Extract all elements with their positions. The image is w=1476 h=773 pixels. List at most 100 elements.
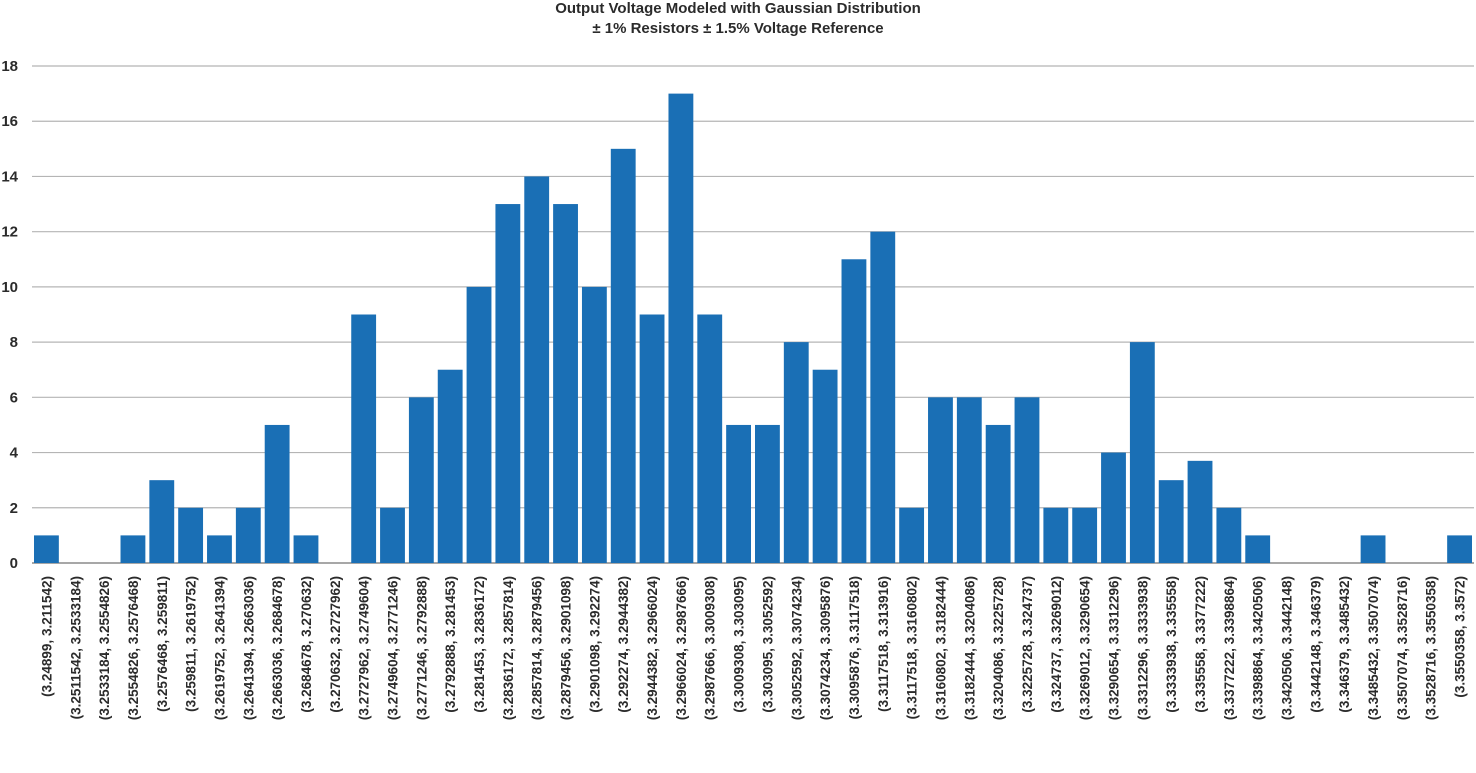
x-tick-label: (3.2792888, 3.281453) — [443, 576, 458, 713]
y-tick-label: 4 — [10, 445, 19, 462]
bar — [1245, 535, 1271, 563]
bar — [697, 314, 723, 563]
bar — [841, 259, 867, 563]
bar — [1101, 452, 1126, 563]
x-tick-label: (3.292274, 3.2944382) — [616, 576, 631, 713]
bar — [553, 204, 578, 564]
x-tick-label: (3.3507074, 3.3528716) — [1395, 576, 1410, 720]
bar — [207, 535, 232, 563]
y-tick-label: 10 — [1, 279, 18, 296]
x-tick-label: (3.2511542, 3.2533184) — [68, 576, 83, 719]
x-tick-label: (3.2944382, 3.2966024) — [645, 576, 660, 720]
y-tick-label: 8 — [10, 334, 18, 351]
x-tick-label: (3.3204086, 3.3225728) — [991, 576, 1006, 720]
x-tick-label: (3.2987666, 3.3009308) — [703, 576, 718, 720]
bar — [1129, 342, 1155, 563]
x-tick-label: (3.3312296, 3.3333938) — [1135, 576, 1150, 720]
x-tick-label: (3.3528716, 3.3550358) — [1424, 576, 1439, 720]
bar — [928, 397, 953, 563]
x-tick-label: (3.3009308, 3.303095) — [732, 576, 747, 713]
bar — [293, 535, 319, 563]
x-tick-label: (3.3095876, 3.3117518) — [847, 576, 862, 719]
x-tick-label: (3.3182444, 3.3204086) — [962, 576, 977, 720]
bar — [812, 369, 838, 563]
x-tick-label: (3.324737, 3.3269012) — [1049, 576, 1064, 713]
y-tick-label: 12 — [1, 224, 18, 241]
x-tick-label: (3.3377222, 3.3398864) — [1222, 576, 1237, 720]
bar — [1187, 460, 1213, 563]
bar — [524, 176, 550, 563]
x-tick-label: (3.3398864, 3.3420506) — [1251, 576, 1266, 720]
x-tick-label: (3.3290654, 3.3312296) — [1107, 576, 1122, 720]
bar — [985, 424, 1011, 563]
bar — [1158, 480, 1184, 563]
y-tick-label: 0 — [10, 555, 18, 572]
x-tick-label: (3.24899, 3.211542) — [39, 576, 54, 697]
bar — [956, 397, 982, 563]
x-tick-label: (3.2879456, 3.2901098) — [559, 576, 574, 720]
x-axis-ticks: (3.24899, 3.211542) (3.2511542, 3.2533184… — [39, 576, 1467, 720]
x-tick-label: (3.3442148, 3.346379) — [1308, 576, 1323, 713]
bar — [1216, 507, 1242, 563]
bar — [610, 148, 636, 564]
x-tick-label: (3.2663036, 3.2684678) — [270, 576, 285, 720]
y-tick-label: 6 — [10, 389, 18, 406]
bars — [34, 93, 1472, 564]
x-tick-label: (3.2727962, 3.2749604) — [357, 576, 372, 720]
x-tick-label: (3.335558, 3.3377222) — [1193, 576, 1208, 713]
x-tick-label: (3.2836172, 3.2857814) — [501, 576, 516, 720]
x-tick-label: (3.3074234, 3.3095876) — [818, 576, 833, 720]
y-axis-ticks: 0 2 4 6 8 10 12 14 16 18 — [1, 58, 18, 572]
x-tick-label: (3.2771246, 3.2792888) — [414, 576, 429, 720]
y-tick-label: 16 — [1, 113, 18, 130]
bar — [34, 535, 59, 563]
bar — [1043, 507, 1069, 563]
x-tick-label: (3.3052592, 3.3074234) — [789, 576, 804, 720]
x-tick-label: (3.2966024, 3.2987666) — [674, 576, 689, 720]
x-tick-label: (3.3550358, 3.3572) — [1453, 576, 1468, 698]
x-tick-label: (3.3117518, 3.313916) — [876, 576, 891, 712]
x-tick-label: (3.259811, 3.2619752) — [184, 576, 199, 712]
x-tick-label: (3.3485432, 3.3507074) — [1366, 576, 1381, 720]
x-tick-label: (3.2554826, 3.2576468) — [126, 576, 141, 720]
x-tick-label: (3.3333938, 3.335558) — [1164, 576, 1179, 713]
x-tick-label: (3.2619752, 3.2641394) — [212, 576, 227, 720]
x-tick-label: (3.2749604, 3.2771246) — [386, 576, 401, 720]
bar — [380, 507, 405, 563]
x-tick-label: (3.3420506, 3.3442148) — [1280, 576, 1295, 720]
x-tick-label: (3.2901098, 3.292274) — [587, 576, 602, 713]
bar — [581, 286, 607, 563]
bar — [668, 93, 694, 563]
x-tick-label: (3.281453, 3.2836172) — [472, 576, 487, 713]
bar — [1447, 535, 1472, 563]
bar — [264, 424, 290, 563]
bar — [899, 507, 925, 563]
x-tick-label: (3.303095, 3.3052592) — [760, 576, 775, 713]
x-tick-label: (3.3269012, 3.3290654) — [1078, 576, 1093, 720]
bar — [870, 231, 896, 563]
bar — [408, 397, 434, 563]
bar — [120, 535, 146, 563]
x-tick-label: (3.2576468, 3.259811) — [155, 576, 170, 712]
x-tick-label: (3.270632, 3.2727962) — [328, 576, 343, 713]
bar — [639, 314, 665, 563]
gridlines — [32, 65, 1474, 564]
bar — [149, 480, 175, 563]
bar — [755, 424, 780, 563]
bar — [1360, 535, 1386, 563]
bar — [235, 507, 261, 563]
bar — [1014, 397, 1040, 563]
x-tick-label: (3.346379, 3.3485432) — [1337, 576, 1352, 713]
bar — [726, 424, 751, 563]
bar — [783, 342, 809, 563]
bar — [437, 369, 463, 563]
x-tick-label: (3.2533184, 3.2554826) — [97, 576, 112, 720]
bar — [495, 204, 521, 564]
y-tick-label: 14 — [1, 168, 18, 185]
bar — [466, 286, 492, 563]
x-tick-label: (3.2857814, 3.2879456) — [530, 576, 545, 720]
x-tick-label: (3.3160802, 3.3182444) — [933, 576, 948, 720]
y-tick-label: 18 — [1, 58, 18, 75]
chart-title: Output Voltage Modeled with Gaussian Dis… — [555, 0, 921, 17]
